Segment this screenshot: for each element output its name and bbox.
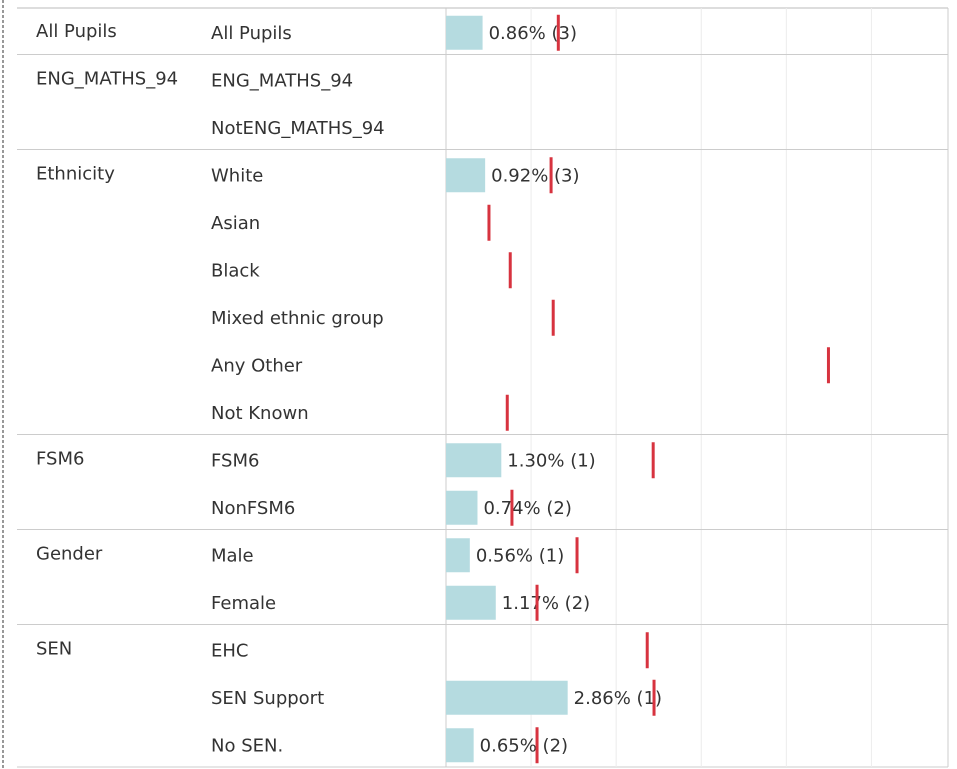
row-label: Mixed ethnic group [211,308,384,329]
reference-marker [487,204,491,241]
row-label: EHC [211,640,248,661]
reference-marker [645,632,649,669]
row-label: NotENG_MATHS_94 [211,118,385,139]
row-label: NonFSM6 [211,498,295,519]
bar [446,585,496,620]
reference-marker [551,299,555,336]
value-label: 0.86% (3) [489,23,577,44]
row-label: Black [211,260,260,281]
reference-marker [575,537,579,574]
value-label: 1.17% (2) [502,593,590,614]
reference-marker [826,347,830,384]
bar [446,15,483,50]
row-label: ENG_MATHS_94 [211,70,353,91]
row-label: No SEN. [211,735,283,756]
value-label: 0.74% (2) [483,498,571,519]
row-label: Not Known [211,403,309,424]
group-label: SEN [36,638,72,659]
group-label: Ethnicity [36,163,115,184]
reference-marker [535,727,539,764]
value-label: 0.56% (1) [476,545,564,566]
bar [446,680,568,715]
group-label: Gender [36,543,103,564]
row-label: Asian [211,213,260,234]
row-label: All Pupils [211,23,292,44]
value-label: 2.86% (1) [574,688,662,709]
bar [446,443,502,478]
reference-marker [535,584,539,621]
row-label: Female [211,593,276,614]
reference-marker [556,14,560,51]
row-label: FSM6 [211,450,259,471]
group-label: FSM6 [36,448,84,469]
group-label: All Pupils [36,21,117,42]
reference-marker [510,489,514,526]
row-label: White [211,165,263,186]
reference-marker [505,394,509,431]
row-label: Male [211,545,254,566]
value-label: 0.65% (2) [480,735,568,756]
reference-marker [508,252,512,289]
reference-marker [549,157,553,194]
row-label: Any Other [211,355,303,376]
bar [446,728,474,763]
value-label: 1.30% (1) [507,450,595,471]
group-label: ENG_MATHS_94 [36,68,178,89]
row-label: SEN Support [211,688,324,709]
value-label: 0.92% (3) [491,165,579,186]
bar [446,158,486,193]
bar [446,538,470,573]
reference-marker [651,442,655,479]
bar [446,490,478,525]
reference-marker [652,679,656,716]
